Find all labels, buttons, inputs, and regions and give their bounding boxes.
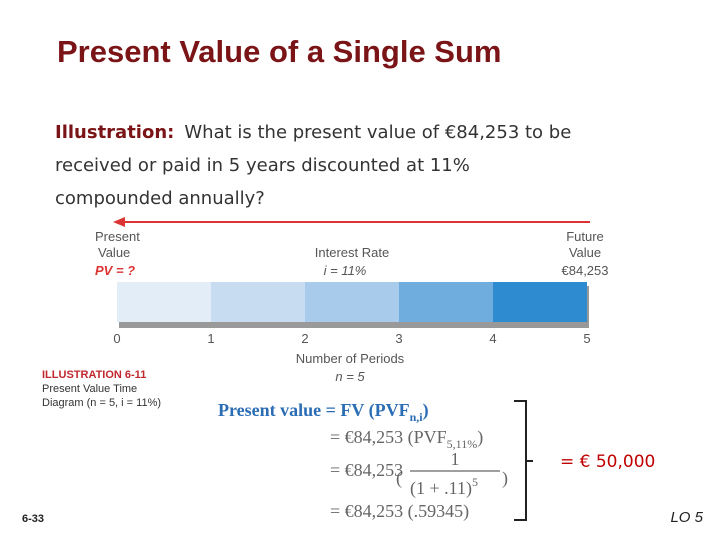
period-segment — [305, 282, 399, 322]
illustration-label: Illustration: — [55, 122, 174, 143]
period-segment — [117, 282, 211, 322]
diagram-label: Interest Rate — [315, 245, 389, 260]
diagram-value: i = 11% — [324, 263, 367, 278]
illustration-text: What is the present value of €84,253 to … — [184, 122, 571, 143]
caption-number: ILLUSTRATION 6-11 — [42, 369, 146, 381]
page-number: 6-33 — [22, 513, 44, 525]
formula-result: = € 50,000 — [560, 452, 655, 472]
period-segment — [211, 282, 305, 322]
period-label: 0 — [113, 331, 120, 346]
formula-text: Present value = FV (PVF — [218, 400, 410, 421]
diagram-label: Value — [98, 245, 130, 260]
formula-text: ) — [423, 400, 429, 421]
period-label: 2 — [301, 331, 308, 346]
formula-paren: ) — [502, 468, 508, 489]
bracket — [514, 400, 533, 521]
caption-text: Diagram (n = 5, i = 11%) — [42, 397, 161, 409]
period-label: 4 — [489, 331, 496, 346]
slide-title: Present Value of a Single Sum — [57, 34, 501, 69]
period-count: n = 5 — [335, 369, 365, 384]
diagram-value: PV = ? — [95, 263, 135, 278]
formula-line: = €84,253 (PVF5,11%) — [330, 427, 483, 451]
formula-subscript: n,i — [410, 410, 424, 424]
period-segment — [399, 282, 493, 322]
formula-text: = €84,253 — [330, 460, 403, 480]
period-segment — [493, 282, 587, 322]
formula-text: = €84,253 (.59345) — [330, 501, 469, 522]
diagram-value: €84,253 — [562, 263, 609, 278]
diagram-label: Value — [569, 245, 601, 260]
formula-line: Present value = FV (PVFn,i) — [218, 400, 429, 424]
illustration-line: Illustration: What is the present value o… — [55, 122, 571, 143]
formula-text: ) — [477, 427, 483, 448]
formula-subscript: 5,11% — [447, 437, 478, 451]
caption-text: Present Value Time — [42, 383, 137, 395]
period-label: 1 — [207, 331, 214, 346]
period-label: 3 — [395, 331, 402, 346]
formula-text: = €84,253 (PVF — [330, 427, 447, 448]
formula-paren: ( — [396, 468, 402, 489]
axis-label: Number of Periods — [296, 351, 405, 366]
formula-denominator: (1 + .11) — [410, 478, 472, 499]
diagram-label: Future — [566, 229, 604, 244]
arrow-head — [113, 217, 125, 227]
illustration-text: compounded annually? — [55, 188, 265, 209]
learning-objective: LO 5 — [670, 509, 703, 526]
formula-numerator: 1 — [451, 449, 460, 469]
formula-exponent: 5 — [472, 475, 478, 489]
formula-line: (1 + .11)5 — [410, 475, 478, 499]
period-label: 5 — [583, 331, 590, 346]
illustration-text: received or paid in 5 years discounted a… — [55, 155, 470, 176]
diagram-label: Present — [95, 229, 140, 244]
